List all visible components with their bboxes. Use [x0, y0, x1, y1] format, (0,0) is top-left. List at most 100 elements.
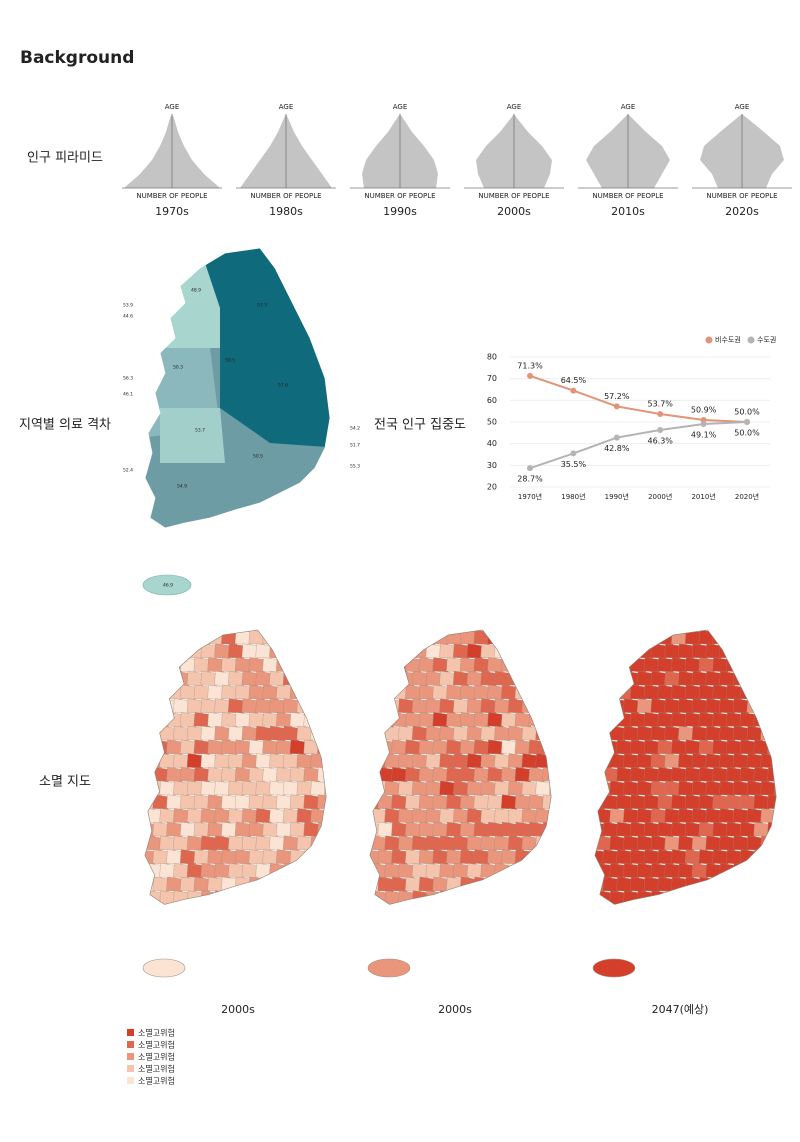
- district: [466, 780, 483, 796]
- district: [166, 739, 183, 755]
- data-point: [657, 410, 664, 417]
- district: [398, 890, 415, 905]
- district: [180, 739, 197, 755]
- district: [296, 670, 313, 687]
- district: [234, 657, 251, 673]
- district: [788, 699, 800, 714]
- district: [507, 698, 524, 714]
- district: [594, 821, 605, 837]
- district: [193, 684, 210, 700]
- district: [746, 753, 763, 769]
- district: [698, 876, 715, 892]
- district: [616, 684, 633, 700]
- district: [684, 821, 701, 837]
- district: [760, 780, 777, 796]
- district: [514, 767, 531, 783]
- regional-map: [144, 247, 331, 529]
- district: [398, 835, 415, 851]
- district: [144, 849, 155, 865]
- district: [331, 630, 347, 645]
- district: [276, 767, 293, 783]
- district: [535, 643, 552, 659]
- district: [269, 835, 286, 851]
- district: [664, 863, 681, 879]
- district: [453, 643, 470, 659]
- district: [595, 863, 612, 879]
- district: [739, 657, 756, 673]
- district: [657, 849, 674, 865]
- district: [609, 753, 626, 769]
- district: [144, 904, 155, 905]
- regional-fill: [145, 248, 330, 528]
- district: [712, 849, 729, 865]
- district: [719, 725, 736, 741]
- district: [241, 890, 258, 905]
- district: [338, 644, 354, 659]
- district: [602, 904, 619, 905]
- district: [549, 808, 552, 824]
- district: [760, 698, 777, 714]
- district: [200, 670, 217, 687]
- district: [296, 780, 313, 796]
- district: [774, 643, 777, 659]
- district: [186, 808, 203, 824]
- district: [657, 767, 674, 783]
- district: [556, 740, 572, 755]
- district: [664, 725, 681, 741]
- district: [739, 876, 756, 892]
- district: [494, 835, 511, 851]
- district: [207, 657, 224, 673]
- district: [391, 794, 408, 810]
- district: [788, 671, 800, 686]
- district: [370, 698, 387, 714]
- district: [152, 876, 169, 892]
- district: [453, 725, 470, 741]
- district: [746, 808, 763, 824]
- district: [248, 904, 265, 905]
- district: [186, 643, 203, 659]
- district: [705, 698, 722, 714]
- district: [303, 657, 320, 673]
- district: [377, 904, 394, 905]
- district: [684, 657, 701, 673]
- district: [234, 767, 251, 783]
- district: [507, 890, 524, 905]
- district: [623, 863, 640, 879]
- district: [370, 780, 387, 796]
- district: [781, 712, 797, 727]
- district: [296, 643, 313, 659]
- district: [719, 780, 736, 796]
- jeju: [142, 574, 192, 596]
- district: [507, 670, 524, 687]
- district: [303, 876, 320, 892]
- map-caption: 2000s: [221, 1003, 255, 1016]
- data-point: [570, 387, 577, 394]
- district: [767, 767, 777, 783]
- district: [411, 863, 428, 879]
- district: [331, 712, 347, 727]
- district: [684, 712, 701, 728]
- district: [262, 821, 279, 837]
- district: [616, 876, 633, 892]
- district: [528, 904, 545, 905]
- district: [609, 808, 626, 824]
- district: [732, 890, 749, 905]
- district: [405, 739, 422, 755]
- district: [166, 904, 183, 905]
- district: [556, 877, 572, 892]
- district: [501, 821, 518, 837]
- district: [241, 780, 258, 796]
- district: [425, 670, 442, 687]
- district: [774, 725, 777, 741]
- district: [446, 739, 463, 755]
- district: [289, 684, 306, 700]
- district: [732, 643, 749, 659]
- district: [269, 670, 286, 687]
- district: [144, 657, 155, 673]
- district: [774, 780, 777, 796]
- map-label: 50.5: [253, 454, 263, 460]
- district: [159, 780, 176, 796]
- data-point: [527, 465, 533, 472]
- district: [501, 712, 518, 728]
- district: [418, 849, 435, 865]
